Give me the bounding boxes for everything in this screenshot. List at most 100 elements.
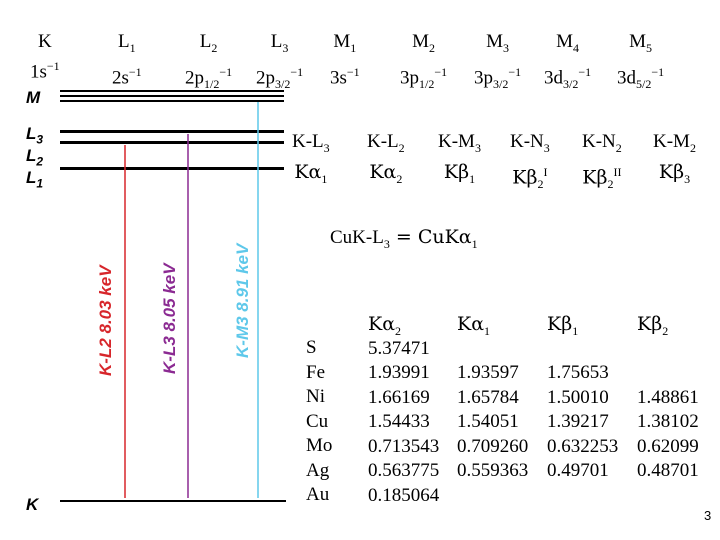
transition-line-sub: 3 (684, 171, 691, 186)
shell-orbital-sub: 1/2 (204, 76, 220, 91)
shell-name: M (412, 31, 430, 52)
table-header-sub: 2 (395, 323, 402, 338)
table-cell: 0.563775 (368, 460, 440, 481)
table-cell: 0.713543 (368, 435, 440, 457)
level-label-k: K (26, 495, 38, 515)
equation-mid: = CuKα (389, 226, 472, 248)
table-col-kb1: Kβ1 1.75653 1.50010 1.39217 0.632253 0.4… (547, 312, 618, 508)
table-header: Kα2 (368, 312, 439, 338)
transition-k-m2: K-M2 Kβ3 (653, 130, 696, 191)
level-label-text: L (26, 168, 37, 187)
equation-left-sub: 3 (383, 236, 390, 251)
shell-orbital-sup: −1 (578, 64, 592, 79)
page-number: 3 (704, 508, 712, 523)
table-cell: Ni (306, 386, 325, 407)
table-header-text: Kα (368, 313, 396, 335)
shell-orbital: 3p (474, 67, 493, 89)
shell-orbital-sub: 5/2 (636, 76, 652, 91)
transition-name-sub: 2 (398, 140, 405, 155)
table-cell: 0.559363 (457, 460, 529, 481)
equation-right-sub: 1 (471, 236, 478, 251)
table-cell (457, 337, 528, 362)
shell-orbital-sub: 3/2 (563, 76, 579, 91)
arrow-label-k-l3: K-L3 8.05 keV (160, 263, 179, 374)
shell-orbital: 1s (30, 61, 47, 83)
shell-orbital: 3s (330, 67, 347, 89)
level-label-l2: L2 (26, 146, 43, 168)
arrow-label-k-m3: K-M3 8.91 keV (233, 243, 252, 358)
shell-orbital-sub: 1/2 (419, 76, 435, 91)
table-cell: 1.39217 (547, 411, 609, 432)
shell-name-sub: 2 (211, 40, 218, 55)
table-header: Kβ1 (547, 312, 618, 338)
arrow-label-k-l2: K-L2 8.03 keV (96, 265, 115, 376)
shell-name: M (486, 31, 504, 52)
transition-name: K-M (438, 131, 475, 152)
shell-orbital-sup: −1 (508, 64, 522, 79)
shell-orbital: 2p (256, 67, 275, 89)
table-cell: Ag (306, 459, 330, 481)
shell-header-l2: L2 2p1/2−1 (185, 30, 232, 96)
transition-name: K-N (582, 131, 616, 152)
transition-line: Kα (369, 160, 397, 183)
shell-name: L (118, 31, 130, 52)
shell-name: M (333, 31, 351, 52)
transition-line-sub: 2 (537, 176, 544, 191)
table-cell: 1.50010 (547, 386, 609, 408)
level-label-l3: L3 (26, 124, 43, 146)
shell-name-sub: 1 (350, 40, 357, 55)
transition-line: Kβ (582, 166, 608, 189)
table-header-text: Kα (457, 313, 485, 335)
table-cell (637, 337, 699, 362)
transition-name-sub: 2 (615, 140, 622, 155)
table-cell: Cu (306, 410, 329, 432)
transition-line-sup: II (613, 164, 622, 179)
table-cell: 1.38102 (637, 411, 699, 432)
shell-name-sub: 3 (282, 40, 289, 55)
shell-orbital-sup: −1 (434, 64, 448, 79)
shell-header-m3: M3 3p3/2−1 (474, 30, 521, 96)
transition-k-l3: K-L3 Kα1 (292, 130, 330, 191)
level-label-m: M (26, 88, 40, 108)
transition-name: K-L (292, 131, 324, 152)
shell-orbital-sup: −1 (651, 64, 665, 79)
shell-orbital-sub: 3/2 (493, 76, 509, 91)
transition-name-sub: 3 (474, 140, 481, 155)
shell-header-m4: M4 3d3/2−1 (544, 30, 591, 96)
transition-line: Kβ (443, 160, 470, 183)
table-cell (457, 484, 528, 509)
table-col-kb2: Kβ2 1.48861 1.38102 0.62099 0.48701 (637, 312, 699, 508)
level-label-sub: 3 (36, 132, 44, 147)
level-line-k (60, 500, 286, 502)
table-header: Kβ2 (637, 312, 699, 338)
transition-k-n2: K-N2 Kβ2II (582, 130, 622, 196)
shell-orbital-sup: −1 (128, 64, 142, 79)
transition-k-l2: K-L2 Kα2 (367, 130, 405, 191)
shell-header-m2: M2 3p1/2−1 (400, 30, 447, 96)
table-cell: 1.65784 (457, 386, 519, 408)
shell-name-sub: 5 (646, 40, 653, 55)
level-line-l1 (60, 167, 284, 170)
shell-header-l3: L3 2p3/2−1 (256, 30, 303, 96)
table-col-element: S Fe Ni Cu Mo Ag Au (306, 336, 332, 508)
table-cell: 1.54433 (368, 411, 430, 432)
table-cell: Fe (306, 361, 325, 383)
table-cell (547, 337, 618, 362)
shell-header-l1: L1 2s−1 (112, 30, 142, 90)
shell-header-m1: M1 3s−1 (330, 30, 360, 90)
equation-left: CuK-L (330, 227, 384, 248)
table-cell: 0.709260 (457, 435, 529, 457)
level-label-sub: 2 (36, 154, 44, 169)
shell-name: L (270, 31, 283, 52)
shell-name-sub: 1 (129, 40, 136, 55)
table-cell (637, 484, 699, 509)
table-header-sub: 1 (484, 323, 491, 338)
transition-line-sub: 1 (321, 171, 328, 186)
level-line-l3 (60, 130, 284, 133)
transition-line-sub: 2 (396, 171, 403, 186)
level-line-m-3 (60, 100, 284, 102)
level-label-text: K (26, 495, 39, 514)
shell-orbital: 2s (112, 67, 129, 89)
table-cell: 0.632253 (547, 435, 619, 457)
